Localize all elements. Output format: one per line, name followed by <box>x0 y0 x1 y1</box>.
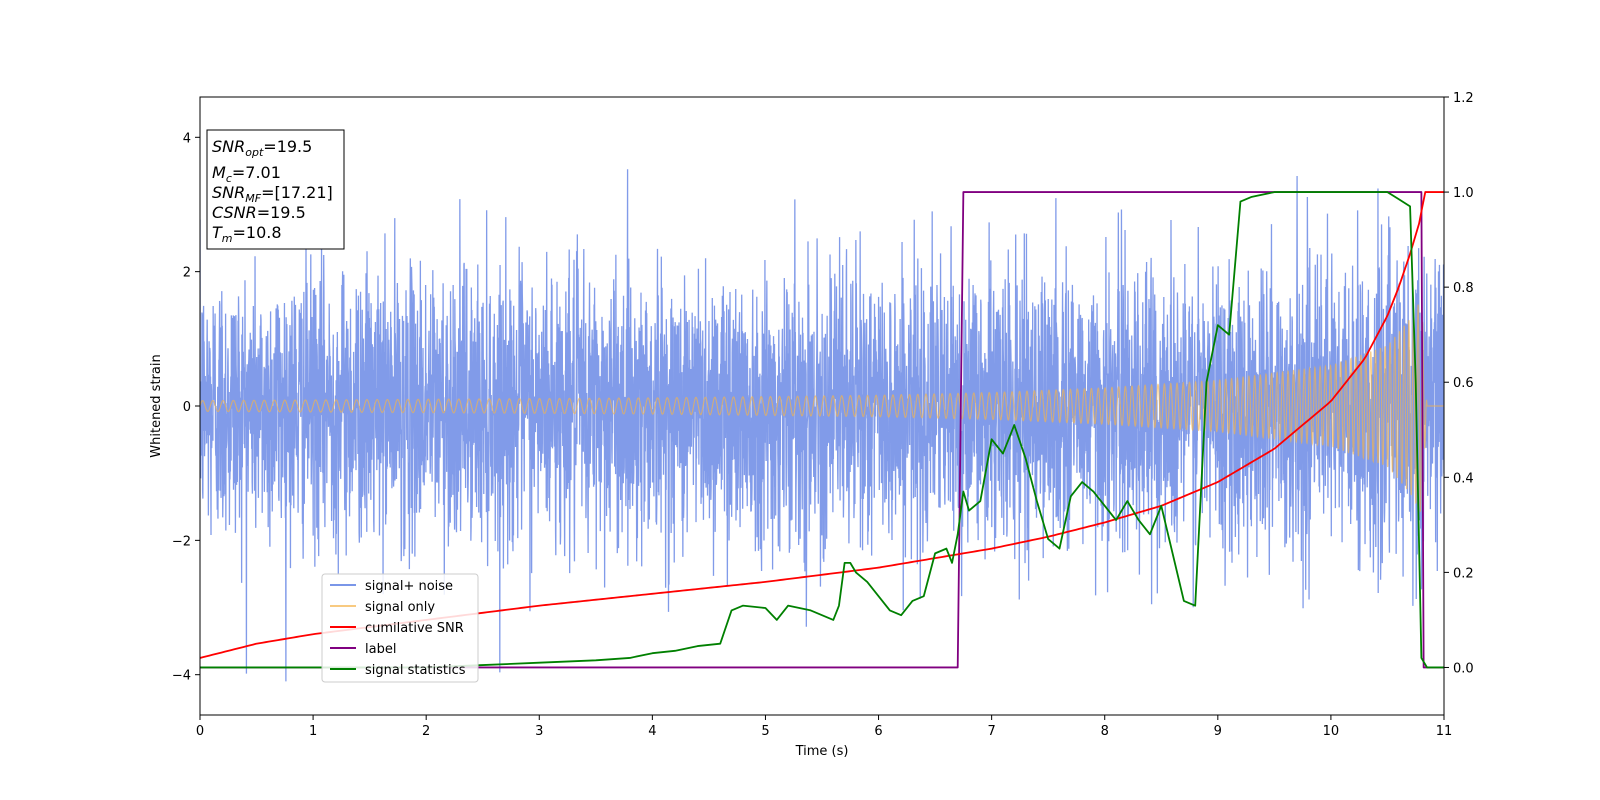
legend-label-signal-statistics: signal statistics <box>365 663 466 678</box>
x-axis-ticks: 0 1 2 3 4 5 6 7 8 9 10 11 <box>196 715 1452 739</box>
y-right-tick-label: 0.4 <box>1453 471 1474 486</box>
x-tick-label: 5 <box>761 724 769 739</box>
x-tick-label: 1 <box>309 724 317 739</box>
info-mc-sub: c <box>226 172 232 185</box>
info-snr-mf-sub: MF <box>245 192 261 205</box>
info-snr-opt-base: SNR <box>212 137 245 156</box>
x-tick-label: 9 <box>1214 724 1222 739</box>
info-mc-value: =7.01 <box>232 163 281 182</box>
x-tick-label: 11 <box>1436 724 1453 739</box>
signal-noise-line <box>200 169 1444 682</box>
y-right-tick-label: 0.2 <box>1453 566 1474 581</box>
legend: signal+ noise signal only cumilative SNR… <box>321 573 479 683</box>
y-left-tick-label: −4 <box>172 669 191 684</box>
x-tick-label: 10 <box>1323 724 1340 739</box>
x-tick-label: 0 <box>196 724 204 739</box>
x-tick-label: 7 <box>987 724 995 739</box>
y-right-tick-label: 0.0 <box>1453 661 1474 676</box>
info-csnr: CSNR=19.5 <box>212 203 306 222</box>
y-right-tick-label: 1.2 <box>1453 91 1474 106</box>
y-left-tick-label: 0 <box>183 400 191 415</box>
info-mc-base: M <box>212 163 226 182</box>
info-snr-opt-sub: opt <box>245 146 264 159</box>
info-mc: Mc=7.01 <box>212 163 281 185</box>
y-axis-right-ticks: 1.2 1.0 0.8 0.6 0.4 0.2 0.0 <box>1444 91 1474 676</box>
legend-label-signal-only: signal only <box>365 600 435 615</box>
info-box: SNRopt=19.5 Mc=7.01 SNRMF=[17.21] CSNR=1… <box>206 129 345 250</box>
info-snr-opt: SNRopt=19.5 <box>212 137 312 159</box>
info-csnr-value: =19.5 <box>257 203 306 222</box>
x-tick-label: 8 <box>1101 724 1109 739</box>
y-right-tick-label: 0.6 <box>1453 376 1474 391</box>
y-left-tick-label: 4 <box>183 131 191 146</box>
info-snr-mf-value: =[17.21] <box>261 183 333 202</box>
y-left-tick-label: −2 <box>172 534 191 549</box>
y-axis-label: Whitened strain <box>149 354 164 457</box>
legend-label-signal-noise: signal+ noise <box>365 579 453 594</box>
info-tm: Tm=10.8 <box>212 223 282 245</box>
x-tick-label: 2 <box>422 724 430 739</box>
y-left-tick-label: 2 <box>183 266 191 281</box>
info-snr-mf-base: SNR <box>212 183 245 202</box>
legend-frame <box>321 573 479 683</box>
info-tm-base: T <box>212 223 223 242</box>
info-csnr-base: CSNR <box>212 203 257 222</box>
legend-label-label: label <box>365 642 396 657</box>
info-tm-sub: m <box>222 232 233 245</box>
series-signal-only <box>200 304 1444 512</box>
series-signal-noise <box>200 169 1444 682</box>
x-tick-label: 6 <box>874 724 882 739</box>
x-tick-label: 3 <box>535 724 543 739</box>
x-axis-label: Time (s) <box>795 744 849 759</box>
y-axis-left-ticks: 4 2 0 −2 −4 <box>172 131 200 684</box>
info-snr-opt-value: =19.5 <box>263 137 312 156</box>
info-tm-value: =10.8 <box>233 223 282 242</box>
y-right-tick-label: 1.0 <box>1453 186 1474 201</box>
info-box-frame <box>206 129 345 250</box>
x-tick-label: 4 <box>648 724 656 739</box>
info-snr-mf: SNRMF=[17.21] <box>212 183 333 205</box>
signal-only-line <box>200 304 1444 512</box>
y-right-tick-label: 0.8 <box>1453 281 1474 296</box>
signal-statistics-line <box>200 191 1444 669</box>
legend-label-cumulative-snr: cumilative SNR <box>365 621 464 636</box>
